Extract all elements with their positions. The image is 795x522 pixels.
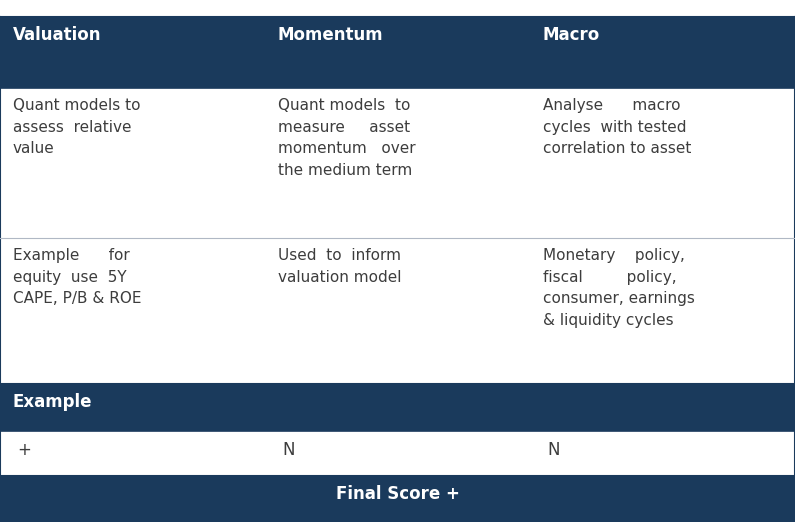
Bar: [265, 17, 530, 88]
Bar: [530, 88, 795, 238]
Bar: [0, 476, 795, 522]
Bar: [265, 238, 530, 384]
Text: Valuation: Valuation: [13, 26, 101, 44]
Bar: [0, 88, 265, 238]
Bar: [530, 431, 795, 476]
Text: +: +: [17, 441, 31, 459]
Bar: [530, 17, 795, 88]
Bar: [0, 0, 795, 17]
Text: Example      for
equity  use  5Y
CAPE, P/B & ROE: Example for equity use 5Y CAPE, P/B & RO…: [13, 248, 142, 306]
Text: Analyse      macro
cycles  with tested
correlation to asset: Analyse macro cycles with tested correla…: [543, 98, 691, 156]
Bar: [265, 431, 530, 476]
Bar: [0, 238, 265, 384]
Text: Macro: Macro: [543, 26, 600, 44]
Bar: [265, 88, 530, 238]
Bar: [530, 238, 795, 384]
Text: Final Score +: Final Score +: [335, 485, 460, 503]
Bar: [0, 17, 265, 88]
Bar: [0, 431, 265, 476]
Text: Monetary    policy,
fiscal         policy,
consumer, earnings
& liquidity cycles: Monetary policy, fiscal policy, consumer…: [543, 248, 695, 328]
Text: Quant models  to
measure     asset
momentum   over
the medium term: Quant models to measure asset momentum o…: [277, 98, 415, 178]
Text: Used  to  inform
valuation model: Used to inform valuation model: [277, 248, 401, 284]
Text: N: N: [282, 441, 295, 459]
Text: N: N: [548, 441, 560, 459]
Text: Momentum: Momentum: [277, 26, 383, 44]
Text: Example: Example: [13, 393, 92, 411]
Bar: [0, 384, 795, 431]
Text: Quant models to
assess  relative
value: Quant models to assess relative value: [13, 98, 140, 156]
